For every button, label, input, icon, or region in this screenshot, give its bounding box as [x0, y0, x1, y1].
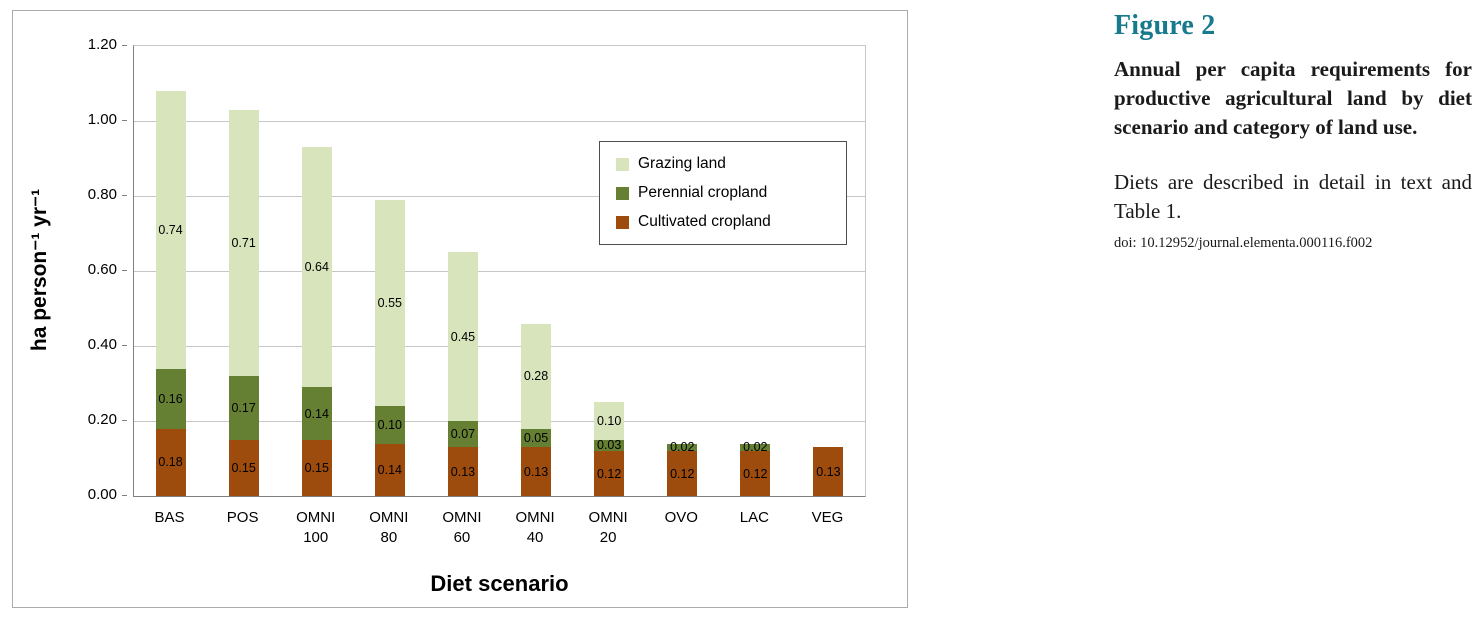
figure-caption-text: Diets are described in detail in text an… — [1114, 170, 1472, 223]
y-tick-mark — [122, 345, 127, 346]
x-tick-label: OMNI 40 — [515, 509, 555, 546]
x-tick-label: OMNI 80 — [369, 509, 409, 546]
doi-text: doi: 10.12952/journal.elementa.000116.f0… — [1114, 235, 1373, 251]
y-tick-label: 0.60 — [87, 261, 117, 278]
bar-segment-cultivated-cropland — [155, 428, 186, 496]
x-tick-label: OMNI 60 — [442, 509, 482, 546]
x-axis-title: Diet scenario — [430, 571, 569, 596]
x-tick-label: OVO — [664, 509, 698, 526]
gridline — [134, 421, 865, 422]
y-tick-mark — [122, 45, 127, 46]
figure-2-chart: ha person⁻¹ yr⁻¹ 1.20 1.00 0.80 0.60 0.40 0.2… — [12, 10, 908, 608]
x-axis-ticks: BAS POS OMNI 100 OMNI 80 OMNI 60 OMNI 40 OMNI 20 OVO… — [133, 508, 866, 554]
bar-segment-cultivated-cropland — [301, 439, 332, 496]
x-tick-label: OMNI 20 — [588, 509, 628, 546]
bar-segment-grazing-land — [155, 91, 186, 369]
legend-swatch-grazing-land — [616, 157, 629, 171]
bar-segment-cultivated-cropland — [813, 447, 844, 496]
legend-item: Perennial cropland — [616, 184, 830, 202]
x-tick-label: VEG — [811, 509, 844, 526]
x-tick-label: OMNI 100 — [296, 509, 336, 546]
bar-segment-cultivated-cropland — [521, 447, 552, 496]
plot-area: 0.18 0.15 0.15 0.14 0.13 0.13 0.12 0.12 0.12 0.13… — [133, 45, 866, 497]
bar-segment-grazing-land — [374, 199, 405, 406]
legend-label: Perennial cropland — [638, 184, 768, 201]
bar-segment-grazing-land — [228, 109, 259, 376]
x-tick-label: BAS — [154, 509, 185, 526]
legend-item: Cultivated cropland — [616, 213, 830, 231]
legend-swatch-perennial-cropland — [616, 186, 629, 200]
y-tick-label: 0.80 — [87, 186, 117, 203]
gridline — [134, 346, 865, 347]
y-tick-mark — [122, 420, 127, 421]
bar-segment-perennial-cropland — [301, 387, 332, 440]
legend-label: Grazing land — [638, 155, 726, 172]
bar-segment-perennial-cropland — [594, 439, 625, 451]
x-tick-label: LAC — [739, 509, 769, 526]
bar-segment-perennial-cropland — [374, 406, 405, 444]
bar-segment-grazing-land — [447, 252, 478, 421]
caption-panel: Figure 2 Annual per capita requirements … — [1114, 10, 1472, 252]
bar-segment-perennial-cropland — [447, 421, 478, 448]
figure-title: Figure 2 — [1114, 10, 1216, 41]
bar-segment-grazing-land — [521, 323, 552, 429]
bar-segment-cultivated-cropland — [228, 439, 259, 496]
bar-segment-cultivated-cropland — [594, 451, 625, 496]
figure-caption-bold: Annual per capita requirements for produ… — [1114, 57, 1472, 139]
bar-segment-cultivated-cropland — [447, 447, 478, 496]
legend: Grazing land Perennial cropland Cultivated… — [599, 141, 847, 245]
y-tick-label: 0.20 — [87, 411, 117, 428]
legend-swatch-cultivated-cropland — [616, 215, 629, 229]
legend-item: Grazing land — [616, 155, 830, 173]
legend-label: Cultivated cropland — [638, 213, 771, 230]
gridline — [134, 271, 865, 272]
bar-segment-perennial-cropland — [740, 443, 771, 451]
bar-segment-perennial-cropland — [521, 428, 552, 448]
bar-segment-cultivated-cropland — [667, 451, 698, 496]
y-tick-mark — [122, 120, 127, 121]
y-tick-label: 0.00 — [87, 486, 117, 503]
bar-segment-perennial-cropland — [155, 368, 186, 429]
bar-segment-perennial-cropland — [667, 443, 698, 451]
bar-segment-perennial-cropland — [228, 376, 259, 440]
y-tick-label: 1.20 — [87, 36, 117, 53]
bar-segment-grazing-land — [594, 402, 625, 440]
y-tick-mark — [122, 495, 127, 496]
y-tick-label: 1.00 — [87, 111, 117, 128]
y-tick-mark — [122, 195, 127, 196]
y-tick-label: 0.40 — [87, 336, 117, 353]
gridline — [134, 121, 865, 122]
y-axis-ticks: 1.20 1.00 0.80 0.60 0.40 0.20 0.00 — [13, 36, 127, 503]
y-tick-mark — [122, 270, 127, 271]
bar-segment-cultivated-cropland — [374, 443, 405, 496]
bar-segment-cultivated-cropland — [740, 451, 771, 496]
x-tick-label: POS — [226, 509, 259, 526]
bar-segment-grazing-land — [301, 147, 332, 388]
gridline — [134, 196, 865, 197]
